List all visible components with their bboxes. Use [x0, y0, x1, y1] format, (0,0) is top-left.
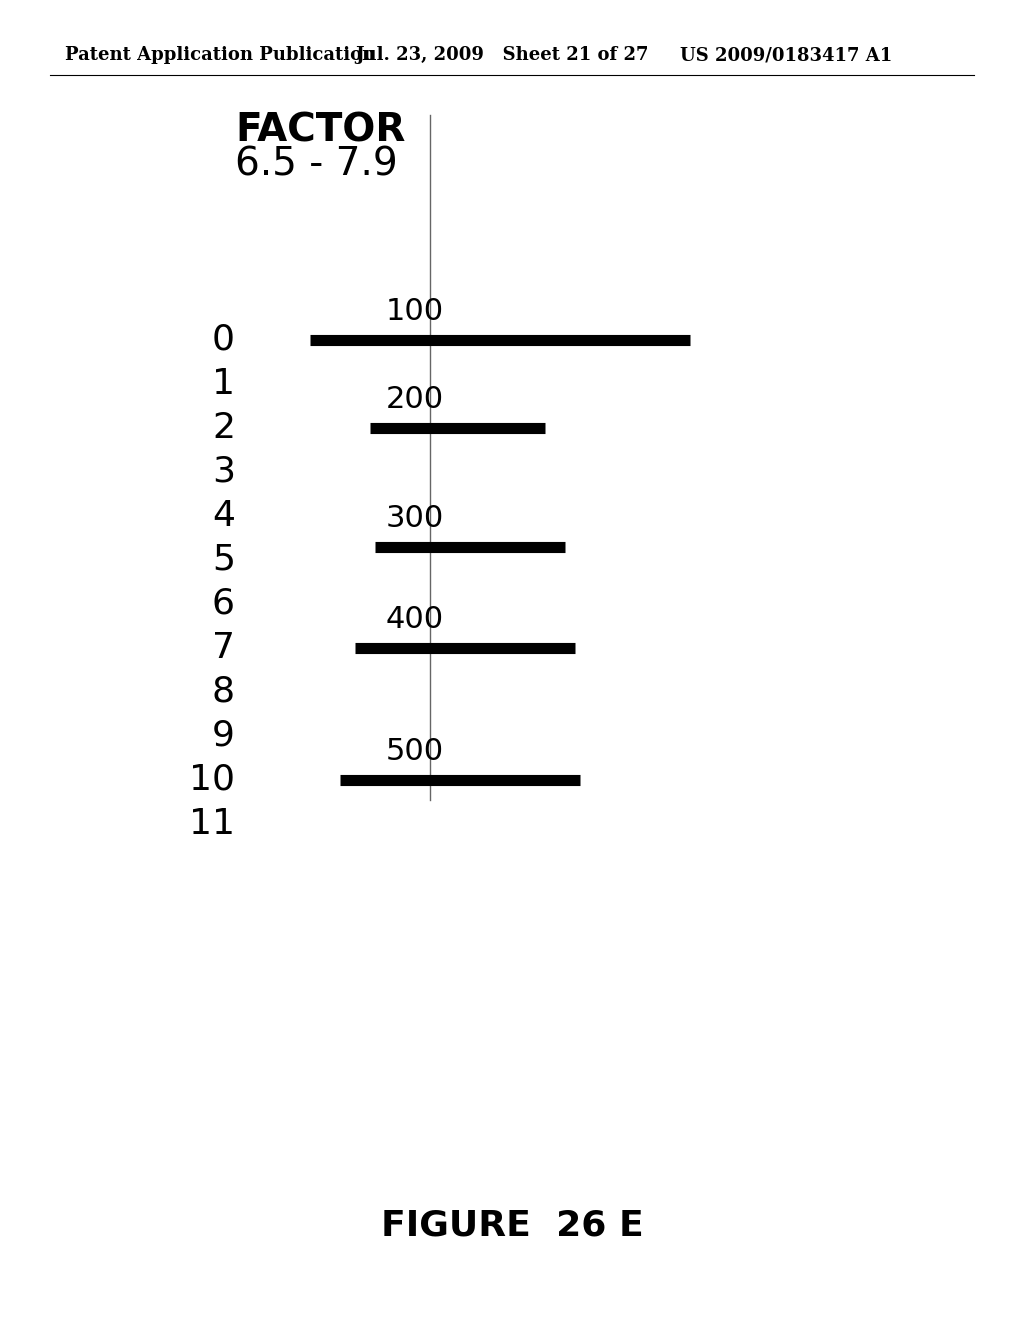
Text: 0: 0 [212, 323, 234, 356]
Text: 200: 200 [386, 385, 444, 414]
Text: Jul. 23, 2009   Sheet 21 of 27: Jul. 23, 2009 Sheet 21 of 27 [355, 46, 648, 63]
Text: 7: 7 [212, 631, 234, 665]
Text: 4: 4 [212, 499, 234, 533]
Text: 6: 6 [212, 587, 234, 620]
Text: 11: 11 [189, 807, 234, 841]
Text: US 2009/0183417 A1: US 2009/0183417 A1 [680, 46, 892, 63]
Text: 10: 10 [189, 763, 234, 797]
Text: 100: 100 [386, 297, 444, 326]
Text: 300: 300 [386, 504, 444, 533]
Text: 2: 2 [212, 411, 234, 445]
Text: Patent Application Publication: Patent Application Publication [65, 46, 375, 63]
Text: 3: 3 [212, 455, 234, 488]
Text: 8: 8 [212, 675, 234, 709]
Text: 5: 5 [212, 543, 234, 577]
Text: 9: 9 [212, 719, 234, 752]
Text: FACTOR: FACTOR [234, 111, 406, 149]
Text: 1: 1 [212, 367, 234, 401]
Text: FIGURE  26 E: FIGURE 26 E [381, 1208, 643, 1242]
Text: 400: 400 [386, 606, 444, 635]
Text: 500: 500 [386, 738, 444, 767]
Text: 6.5 - 7.9: 6.5 - 7.9 [234, 147, 397, 183]
